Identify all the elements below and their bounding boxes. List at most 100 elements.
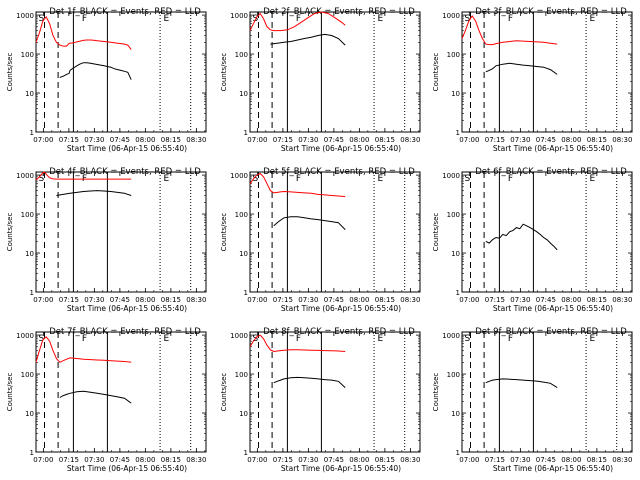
- marker-label-E: E: [590, 334, 596, 344]
- series-events-line: [273, 216, 346, 230]
- panel-6: Det 6f_BLACK = Events, RED = LLD Counts/s…: [432, 167, 633, 313]
- x-tick-label: 07:30: [298, 136, 318, 144]
- x-tick-label: 07:30: [84, 456, 104, 464]
- plot-frame: [249, 331, 421, 453]
- plot-frame: [35, 331, 207, 453]
- y-tick-label: 1: [244, 449, 248, 457]
- x-tick-label: 07:30: [510, 296, 530, 304]
- x-tick-label: 08:30: [186, 456, 206, 464]
- series-lld-line: [249, 172, 346, 198]
- y-tick-label: 100: [235, 211, 248, 219]
- marker-label-F: F: [296, 14, 301, 24]
- y-tick-label: 1000: [230, 12, 248, 20]
- y-tick-label: 1: [244, 289, 248, 297]
- x-tick-label: 08:15: [375, 296, 395, 304]
- marker-label-S: S: [253, 174, 259, 184]
- y-axis-label: Counts/sec: [220, 53, 228, 92]
- x-tick-label: 07:00: [33, 296, 53, 304]
- x-tick-label: 08:15: [587, 456, 607, 464]
- chart-title: Det 5f_BLACK = Events, RED = LLD: [263, 167, 415, 177]
- y-tick-label: 10: [239, 250, 248, 258]
- x-tick-label: 08:00: [349, 456, 369, 464]
- x-tick-label: 07:45: [324, 136, 344, 144]
- x-tick-label: 07:30: [510, 136, 530, 144]
- x-tick-label: 08:15: [587, 296, 607, 304]
- x-tick-label: 07:30: [510, 456, 530, 464]
- x-tick-label: 07:15: [273, 296, 293, 304]
- y-tick-label: 1: [30, 449, 34, 457]
- panel-8: Det 8f_BLACK = Events, RED = LLD Counts/s…: [220, 327, 421, 473]
- marker-label-F: F: [508, 334, 513, 344]
- marker-label-S: S: [465, 334, 471, 344]
- x-tick-label: 08:30: [400, 296, 420, 304]
- y-tick-label: 100: [447, 371, 460, 379]
- y-tick-label: 10: [239, 90, 248, 98]
- y-tick-label: 100: [21, 371, 34, 379]
- x-tick-label: 08:00: [135, 296, 155, 304]
- y-axis-label: Counts/sec: [6, 53, 14, 92]
- x-tick-label: 08:15: [375, 456, 395, 464]
- x-tick-label: 07:15: [485, 296, 505, 304]
- x-tick-label: 07:00: [33, 136, 53, 144]
- x-tick-label: 08:15: [587, 136, 607, 144]
- plot-frame: [461, 331, 633, 453]
- plot-frame: [461, 171, 633, 293]
- x-tick-label: 07:15: [59, 456, 79, 464]
- x-tick-label: 08:30: [612, 136, 632, 144]
- chart-title: Det 6f_BLACK = Events, RED = LLD: [475, 167, 627, 177]
- x-tick-label: 08:00: [561, 456, 581, 464]
- panel-7: Det 7f_BLACK = Events, RED = LLD Counts/s…: [6, 327, 207, 473]
- x-axis-label: Start Time (06-Apr-15 06:55:40): [67, 144, 187, 153]
- y-tick-label: 1000: [442, 332, 460, 340]
- plot-frame: [249, 11, 421, 133]
- y-tick-label: 1: [456, 449, 460, 457]
- x-tick-label: 07:00: [459, 136, 479, 144]
- x-tick-label: 08:00: [349, 296, 369, 304]
- x-tick-label: 07:15: [59, 136, 79, 144]
- x-tick-label: 07:00: [247, 296, 267, 304]
- y-tick-label: 1: [456, 289, 460, 297]
- x-tick-label: 08:15: [375, 136, 395, 144]
- x-tick-label: 07:00: [247, 456, 267, 464]
- marker-label-E: E: [164, 14, 170, 24]
- series-lld-line: [35, 171, 132, 181]
- y-axis-label: Counts/sec: [6, 373, 14, 412]
- series-lld-line: [461, 15, 558, 46]
- x-tick-label: 07:45: [110, 456, 130, 464]
- marker-label-F: F: [296, 174, 301, 184]
- x-tick-label: 07:30: [298, 296, 318, 304]
- x-tick-label: 07:15: [59, 296, 79, 304]
- marker-label-E: E: [590, 14, 596, 24]
- marker-label-E: E: [164, 174, 170, 184]
- x-tick-label: 07:45: [536, 456, 556, 464]
- series-lld-line: [249, 334, 346, 353]
- chart-title: Det 3f_BLACK = Events, RED = LLD: [475, 7, 627, 17]
- y-tick-label: 1000: [442, 172, 460, 180]
- x-axis-label: Start Time (06-Apr-15 06:55:40): [493, 464, 613, 473]
- x-axis-label: Start Time (06-Apr-15 06:55:40): [281, 144, 401, 153]
- x-tick-label: 07:30: [298, 456, 318, 464]
- chart-title: Det 4f_BLACK = Events, RED = LLD: [49, 167, 201, 177]
- marker-label-F: F: [296, 334, 301, 344]
- chart-title: Det 8f_BLACK = Events, RED = LLD: [263, 327, 415, 337]
- x-tick-label: 07:15: [273, 456, 293, 464]
- x-tick-label: 07:00: [247, 136, 267, 144]
- x-axis-label: Start Time (06-Apr-15 06:55:40): [281, 464, 401, 473]
- marker-label-E: E: [378, 334, 384, 344]
- y-tick-label: 10: [25, 90, 34, 98]
- x-tick-label: 07:15: [485, 456, 505, 464]
- series-events-line: [485, 62, 558, 75]
- y-tick-label: 10: [25, 250, 34, 258]
- series-events-line: [56, 190, 132, 196]
- x-tick-label: 08:30: [186, 296, 206, 304]
- marker-label-S: S: [465, 174, 471, 184]
- plot-frame: [461, 11, 633, 133]
- x-axis-label: Start Time (06-Apr-15 06:55:40): [67, 304, 187, 313]
- y-tick-label: 100: [235, 371, 248, 379]
- y-axis-label: Counts/sec: [220, 213, 228, 252]
- series-lld-line: [35, 15, 132, 50]
- x-tick-label: 07:00: [459, 296, 479, 304]
- y-axis-label: Counts/sec: [6, 213, 14, 252]
- x-tick-label: 08:00: [561, 296, 581, 304]
- x-tick-label: 08:30: [400, 456, 420, 464]
